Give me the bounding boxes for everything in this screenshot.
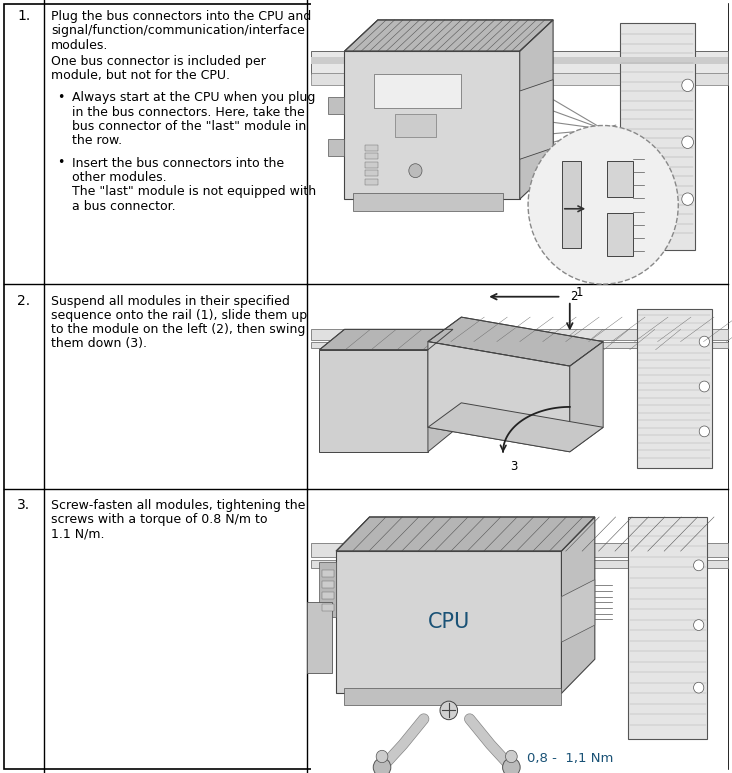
Bar bbox=[321, 604, 334, 611]
Bar bbox=[365, 153, 378, 159]
Bar bbox=[365, 170, 378, 176]
Bar bbox=[620, 22, 695, 250]
Text: in the bus connectors. Here, take the: in the bus connectors. Here, take the bbox=[72, 106, 305, 119]
Text: Screw-fasten all modules, tightening the: Screw-fasten all modules, tightening the bbox=[51, 499, 306, 512]
Text: bus connector of the "last" module in: bus connector of the "last" module in bbox=[72, 120, 306, 133]
Bar bbox=[319, 563, 336, 617]
Bar bbox=[328, 139, 345, 156]
Text: 3.: 3. bbox=[18, 498, 30, 512]
Bar bbox=[311, 329, 728, 339]
Text: the row.: the row. bbox=[72, 135, 122, 148]
Text: module, but not for the CPU.: module, but not for the CPU. bbox=[51, 69, 231, 82]
Text: 1.: 1. bbox=[17, 9, 31, 23]
Polygon shape bbox=[428, 317, 603, 366]
Text: screws with a torque of 0.8 N/m to: screws with a torque of 0.8 N/m to bbox=[51, 513, 268, 526]
Polygon shape bbox=[520, 80, 553, 159]
Bar bbox=[307, 602, 332, 673]
Bar bbox=[365, 145, 378, 151]
Text: Insert the bus connectors into the: Insert the bus connectors into the bbox=[72, 157, 284, 170]
Polygon shape bbox=[428, 403, 603, 451]
Bar bbox=[321, 570, 334, 577]
Bar bbox=[311, 57, 728, 64]
Polygon shape bbox=[561, 580, 595, 642]
Text: 1.1 N/m.: 1.1 N/m. bbox=[51, 527, 105, 540]
Polygon shape bbox=[520, 20, 553, 199]
Bar bbox=[311, 342, 728, 348]
Text: to the module on the left (2), then swing: to the module on the left (2), then swin… bbox=[51, 323, 306, 336]
Bar bbox=[607, 162, 633, 197]
Polygon shape bbox=[319, 329, 453, 349]
Text: 1: 1 bbox=[575, 286, 583, 298]
Text: modules.: modules. bbox=[51, 39, 108, 52]
Circle shape bbox=[681, 79, 693, 91]
Bar bbox=[311, 560, 728, 568]
Bar bbox=[365, 162, 378, 168]
Bar bbox=[328, 97, 345, 114]
Bar bbox=[628, 517, 707, 739]
Text: Always start at the CPU when you plug: Always start at the CPU when you plug bbox=[72, 91, 315, 104]
Polygon shape bbox=[561, 517, 595, 693]
Text: 3: 3 bbox=[510, 459, 518, 472]
Text: The "last" module is not equipped with: The "last" module is not equipped with bbox=[72, 186, 316, 199]
Text: 2.: 2. bbox=[18, 294, 30, 308]
Bar bbox=[395, 114, 436, 137]
Circle shape bbox=[699, 336, 709, 347]
Bar bbox=[345, 51, 520, 199]
Polygon shape bbox=[428, 329, 453, 451]
Text: a bus connector.: a bus connector. bbox=[72, 199, 176, 213]
Polygon shape bbox=[569, 342, 603, 451]
Bar bbox=[321, 592, 334, 600]
Bar bbox=[336, 551, 561, 693]
Bar bbox=[311, 284, 728, 489]
Circle shape bbox=[699, 426, 709, 437]
Text: other modules.: other modules. bbox=[72, 171, 166, 184]
Circle shape bbox=[506, 751, 518, 763]
Bar bbox=[311, 543, 728, 557]
Bar bbox=[607, 213, 633, 257]
Bar bbox=[373, 74, 461, 108]
Text: 0,8 -  1,1 Nm: 0,8 - 1,1 Nm bbox=[526, 752, 613, 765]
Circle shape bbox=[693, 560, 703, 570]
Circle shape bbox=[503, 758, 520, 773]
Bar bbox=[562, 162, 580, 248]
Polygon shape bbox=[345, 20, 553, 51]
Text: •: • bbox=[57, 90, 64, 104]
Text: Suspend all modules in their specified: Suspend all modules in their specified bbox=[51, 295, 290, 308]
Circle shape bbox=[528, 125, 679, 284]
Bar bbox=[311, 51, 728, 74]
Circle shape bbox=[373, 758, 391, 773]
Circle shape bbox=[693, 683, 703, 693]
Polygon shape bbox=[336, 517, 595, 551]
Circle shape bbox=[699, 381, 709, 392]
Bar bbox=[311, 0, 728, 284]
Polygon shape bbox=[428, 342, 569, 451]
Text: signal/function/communication/interface: signal/function/communication/interface bbox=[51, 24, 305, 37]
Text: One bus connector is included per: One bus connector is included per bbox=[51, 55, 266, 68]
Text: 2: 2 bbox=[569, 290, 578, 303]
Text: •: • bbox=[57, 156, 64, 169]
Bar bbox=[311, 489, 728, 773]
Bar bbox=[311, 73, 728, 85]
Text: them down (3).: them down (3). bbox=[51, 337, 147, 350]
Text: sequence onto the rail (1), slide them up: sequence onto the rail (1), slide them u… bbox=[51, 308, 307, 322]
Text: CPU: CPU bbox=[427, 612, 470, 632]
Bar bbox=[637, 309, 712, 468]
Bar bbox=[345, 688, 561, 705]
Circle shape bbox=[440, 701, 458, 720]
Bar bbox=[353, 193, 503, 210]
Bar bbox=[319, 349, 428, 451]
Circle shape bbox=[408, 164, 422, 178]
Text: Plug the bus connectors into the CPU and: Plug the bus connectors into the CPU and bbox=[51, 10, 312, 23]
Circle shape bbox=[681, 193, 693, 206]
Bar bbox=[321, 581, 334, 588]
Bar bbox=[365, 179, 378, 185]
Circle shape bbox=[376, 751, 388, 763]
Circle shape bbox=[693, 620, 703, 631]
Circle shape bbox=[681, 136, 693, 148]
